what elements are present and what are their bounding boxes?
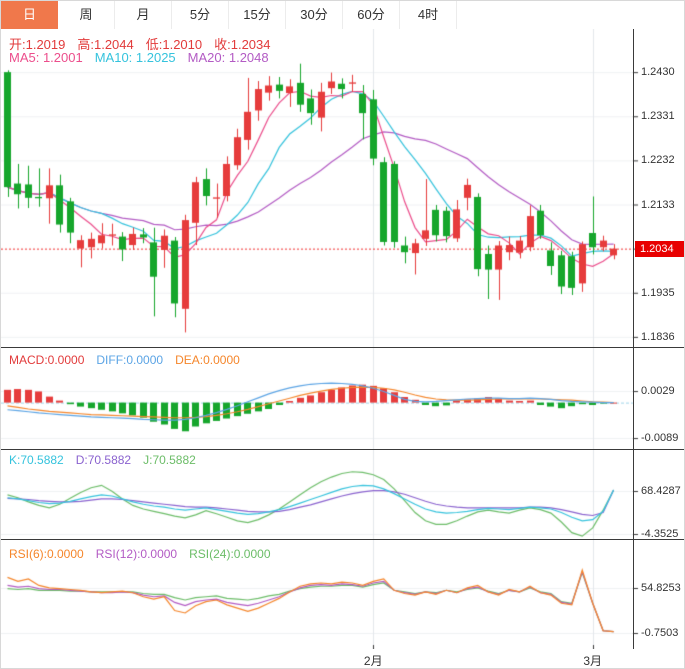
- tab-周[interactable]: 周: [58, 1, 115, 29]
- ohlc-readout-item: 高:1.2044: [77, 37, 134, 52]
- y-axis-line: [633, 29, 634, 667]
- macd-readout-item: MACD:0.0000: [9, 353, 85, 367]
- x-axis-strip: 2月 3月: [1, 649, 684, 668]
- tab-30分[interactable]: 30分: [286, 1, 343, 29]
- tab-60分[interactable]: 60分: [343, 1, 400, 29]
- macd-readout-item: DEA:0.0000: [175, 353, 240, 367]
- y-axis-tick-label: -4.3525: [641, 528, 679, 540]
- tab-月[interactable]: 月: [115, 1, 172, 29]
- rsi-readout-item: RSI(6):0.0000: [9, 547, 84, 561]
- y-axis-tick-label: 1.1836: [641, 330, 675, 343]
- panel-separator: [1, 449, 684, 450]
- y-axis-tick-label: -0.7503: [641, 627, 679, 639]
- x-axis-month-label: 3月: [583, 654, 603, 668]
- kdj-readout: K:70.5882 D:70.5882 J:70.5882: [9, 453, 208, 467]
- y-axis-tick-label: 54.8253: [641, 582, 681, 594]
- y-axis-tick-label: 1.2430: [641, 66, 675, 79]
- tab-日[interactable]: 日: [1, 1, 58, 29]
- x-axis-month-label: 2月: [363, 654, 383, 668]
- ohlc-readout-item: 收:1.2034: [214, 37, 271, 52]
- panel-separator: [1, 539, 684, 540]
- y-axis-tick-label: 1.1935: [641, 286, 675, 299]
- y-axis-tick-label: 1.2232: [641, 154, 675, 167]
- panel-separator: [1, 347, 684, 348]
- ohlc-readout-item: 开:1.2019: [9, 37, 66, 52]
- tab-15分[interactable]: 15分: [229, 1, 286, 29]
- tab-4时[interactable]: 4时: [400, 1, 457, 29]
- ma-readout-item: MA5: 1.2001: [9, 50, 83, 65]
- y-axis-tick-label: 68.4287: [641, 485, 681, 497]
- kdj-readout-item: J:70.5882: [143, 453, 196, 467]
- kdj-readout-item: D:70.5882: [75, 453, 132, 467]
- ohlc-readout: 开:1.2019 高:1.2044 低:1.2010 收:1.2034: [9, 34, 283, 53]
- rsi-readout-item: RSI(24):0.0000: [189, 547, 271, 561]
- y-axis-tick-label: 1.2331: [641, 110, 675, 123]
- macd-readout: MACD:0.0000 DIFF:0.0000 DEA:0.0000: [9, 353, 252, 367]
- macd-readout-item: DIFF:0.0000: [96, 353, 164, 367]
- y-axis-tick-label: 0.0029: [641, 385, 675, 398]
- ohlc-readout-item: 低:1.2010: [145, 37, 203, 52]
- rsi-readout: RSI(6):0.0000 RSI(12):0.0000 RSI(24):0.000…: [9, 547, 283, 561]
- price-chart-canvas[interactable]: [1, 29, 684, 649]
- timeframe-tab-bar: 日周月 5分 15分 30分 60分 4时: [1, 1, 684, 30]
- ma-readout-item: MA20: 1.2048: [187, 50, 269, 65]
- rsi-readout-item: RSI(12):0.0000: [95, 547, 178, 561]
- ma-readout: MA5: 1.2001 MA10: 1.2025 MA20: 1.2048: [9, 50, 281, 65]
- kdj-readout-item: K:70.5882: [9, 453, 64, 467]
- tab-5分[interactable]: 5分: [172, 1, 229, 29]
- y-axis-tick-label: 1.2133: [641, 198, 675, 211]
- y-axis-tick-label: -0.0089: [641, 432, 679, 445]
- ma-readout-item: MA10: 1.2025: [94, 50, 176, 65]
- current-price-badge: 1.2034: [635, 241, 684, 257]
